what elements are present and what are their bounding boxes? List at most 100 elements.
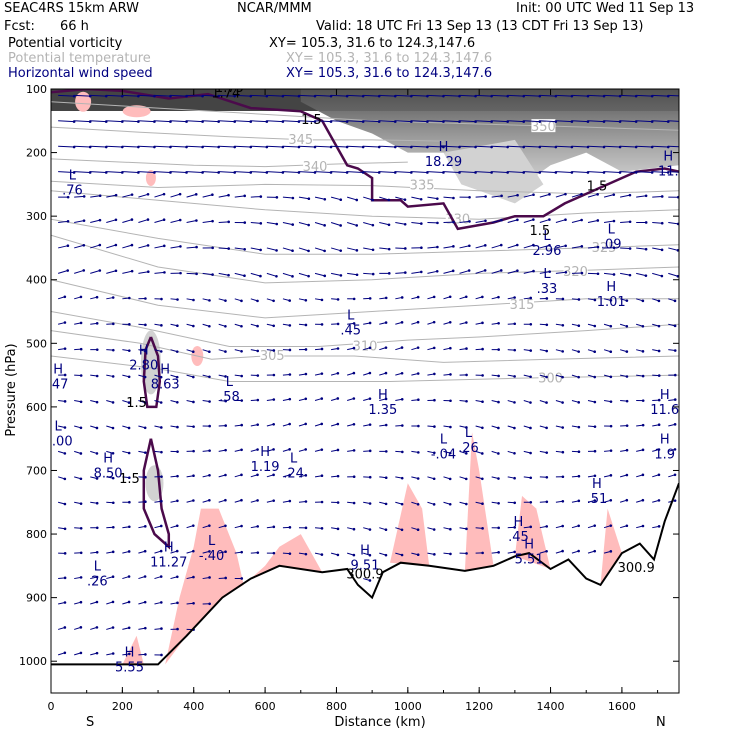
wind-vector-head bbox=[288, 499, 292, 503]
wind-vector-head bbox=[211, 219, 214, 223]
wind-vector-head bbox=[387, 223, 391, 227]
wind-vector-head bbox=[449, 346, 452, 350]
wind-vector bbox=[282, 247, 293, 252]
wind-vector-head bbox=[593, 425, 597, 428]
wind-vector-head bbox=[95, 626, 99, 629]
wind-vector-head bbox=[593, 400, 597, 404]
terrain-line bbox=[51, 482, 679, 666]
wind-vector-head bbox=[111, 525, 115, 529]
wind-vector bbox=[186, 94, 203, 97]
wind-vector-head bbox=[417, 424, 420, 428]
valid-time: Valid: 18 UTC Fri 13 Sep 13 (13 CDT Fri … bbox=[316, 19, 644, 34]
wind-vector-head bbox=[465, 426, 468, 429]
wind-vector bbox=[411, 271, 422, 274]
wind-vector-head bbox=[63, 626, 67, 629]
contour-value-label: 1.74 bbox=[211, 86, 240, 101]
wind-vector-head bbox=[432, 503, 436, 506]
wind-vector bbox=[266, 145, 283, 148]
wind-vector bbox=[587, 193, 598, 198]
wind-vector bbox=[250, 145, 267, 148]
wind-vector-head bbox=[320, 372, 324, 375]
wind-vector-head bbox=[291, 275, 294, 278]
wind-vector bbox=[491, 219, 502, 224]
wind-vector-head bbox=[448, 451, 452, 455]
wind-vector-head bbox=[320, 323, 324, 326]
wind-vector-head bbox=[304, 372, 308, 376]
wind-vector bbox=[363, 120, 380, 123]
extremum-value: 18.29 bbox=[425, 155, 462, 170]
theta-contour-label: 310 bbox=[353, 339, 378, 354]
wind-vector bbox=[154, 271, 165, 274]
wind-vector bbox=[571, 193, 582, 198]
wind-vector bbox=[395, 196, 406, 201]
wind-vector bbox=[347, 222, 357, 226]
contour-value-label: 300.9 bbox=[346, 568, 383, 583]
wind-vector-head bbox=[288, 348, 292, 352]
wind-vector-head bbox=[548, 270, 551, 273]
wind-vector-head bbox=[146, 218, 150, 221]
wind-vector-head bbox=[513, 348, 517, 352]
wind-vector-head bbox=[320, 347, 324, 351]
wind-vector-head bbox=[208, 550, 211, 553]
extremum-marker: H bbox=[660, 388, 670, 403]
wind-vector-head bbox=[497, 400, 500, 404]
wind-vector bbox=[122, 94, 139, 97]
wind-vector-head bbox=[577, 375, 580, 379]
wind-vector-head bbox=[272, 324, 276, 328]
wind-vector-head bbox=[272, 551, 276, 555]
wind-vector bbox=[331, 171, 348, 173]
wind-vector-head bbox=[497, 374, 500, 378]
wind-vector-head bbox=[224, 375, 227, 378]
wind-vector-head bbox=[657, 473, 661, 477]
wind-vector bbox=[379, 247, 390, 250]
wind-vector-head bbox=[160, 297, 163, 301]
wind-vector-head bbox=[159, 350, 163, 353]
wind-vector-head bbox=[625, 299, 629, 302]
wind-vector-head bbox=[673, 299, 677, 303]
wind-vector bbox=[571, 171, 588, 173]
wind-vector bbox=[250, 171, 267, 173]
theta-label-bg bbox=[592, 239, 617, 253]
wind-vector-head bbox=[625, 424, 629, 427]
wind-vector-head bbox=[160, 601, 163, 604]
wind-vector bbox=[491, 120, 508, 123]
wind-vector-head bbox=[143, 525, 147, 528]
wind-vector bbox=[315, 145, 332, 148]
wind-vector-head bbox=[98, 218, 102, 222]
wind-vector-head bbox=[176, 400, 179, 404]
extremum-marker: H bbox=[125, 645, 135, 660]
wind-vector-head bbox=[676, 222, 679, 226]
wind-vector-head bbox=[111, 575, 115, 579]
wind-vector bbox=[74, 269, 84, 274]
wind-vector bbox=[379, 120, 396, 123]
wind-vector-head bbox=[352, 449, 356, 452]
wind-vector bbox=[282, 272, 293, 277]
wind-vector-head bbox=[465, 502, 468, 506]
wind-vector-head bbox=[371, 198, 375, 202]
wind-vector bbox=[58, 245, 68, 249]
y-tick-label: 100 bbox=[26, 83, 47, 96]
wind-vector-head bbox=[195, 272, 198, 276]
extremum-value: .45 bbox=[340, 323, 361, 338]
extremum-marker: H bbox=[103, 451, 113, 466]
wind-vector-head bbox=[465, 321, 468, 324]
extremum-value: 11.27 bbox=[150, 555, 187, 570]
wind-vector bbox=[314, 196, 325, 200]
wind-vector-head bbox=[657, 423, 661, 426]
wind-vector-head bbox=[468, 195, 471, 199]
wind-vector-head bbox=[179, 271, 182, 275]
wind-vector-head bbox=[288, 552, 292, 555]
wind-vector bbox=[652, 94, 669, 97]
wind-vector-head bbox=[98, 269, 102, 272]
wind-vector-head bbox=[577, 425, 581, 429]
wind-vector-head bbox=[95, 426, 99, 430]
wind-vector-head bbox=[256, 423, 259, 426]
wind-vector bbox=[636, 94, 653, 97]
wind-vector-head bbox=[529, 401, 532, 404]
wind-vector bbox=[459, 94, 476, 97]
wind-vector bbox=[202, 272, 213, 276]
wind-vector-head bbox=[224, 399, 227, 403]
wind-vector bbox=[58, 220, 69, 224]
wind-vector bbox=[106, 194, 117, 198]
wind-vector bbox=[620, 94, 637, 97]
